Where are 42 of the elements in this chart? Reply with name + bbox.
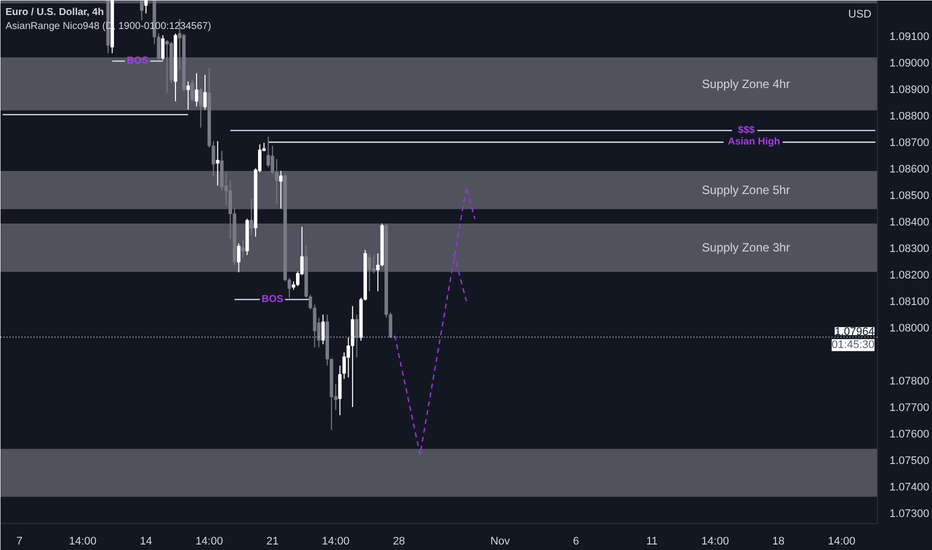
band-label: Supply Zone 4hr <box>702 76 790 91</box>
y-tick-label: 1.08600 <box>890 164 930 176</box>
y-tick-label: 1.08800 <box>890 110 930 123</box>
x-tick-label: 14:00 <box>828 536 856 548</box>
band-label: Supply Zone 3hr <box>702 240 790 255</box>
x-tick-label: 28 <box>392 536 406 548</box>
y-tick-label: 1.07800 <box>890 376 930 388</box>
annotation: 01:45:30 <box>832 339 875 352</box>
x-tick-label: 14:00 <box>322 536 350 548</box>
series-label: BOS <box>126 56 149 67</box>
text: Euro / U.S. Dollar, 4h <box>6 7 104 18</box>
text: AsianRange Nico948 (D, 1900-0100:1234567) <box>6 21 212 32</box>
y-tick-label: 1.07300 <box>890 508 930 520</box>
x-tick-label: 6 <box>572 536 580 548</box>
y-tick-label: 1.08300 <box>890 243 930 256</box>
x-tick-label: 7 <box>16 536 23 548</box>
y-tick-label: 1.07600 <box>890 428 930 440</box>
y-tick-label: 1.08100 <box>890 296 930 308</box>
series-label: BOS <box>262 294 284 305</box>
y-axis-title: USD <box>848 8 872 20</box>
y-tick-label: 1.08400 <box>890 216 930 229</box>
y-tick-label: 1.09000 <box>890 58 930 70</box>
y-tick-label: 1.09100 <box>890 31 930 44</box>
x-tick-label: 14:00 <box>195 536 223 548</box>
y-tick-label: 1.08200 <box>890 270 930 282</box>
series-label: $$$ <box>738 125 756 136</box>
x-tick-label: 18 <box>772 536 785 548</box>
y-tick-label: 1.07500 <box>890 454 930 467</box>
x-tick-label: 11 <box>646 536 658 548</box>
x-tick-label: 14:00 <box>68 536 96 548</box>
series-label: Asian High <box>728 136 780 148</box>
y-tick-label: 1.07700 <box>890 402 930 414</box>
x-tick-label: 14:00 <box>701 536 729 548</box>
band-label: Supply Zone 5hr <box>702 183 790 198</box>
x-tick-label: 21 <box>266 536 279 548</box>
y-tick-label: 1.07400 <box>890 481 930 494</box>
y-tick-label: 1.08500 <box>890 190 930 202</box>
x-tick-label: 14 <box>140 536 152 548</box>
y-tick-label: 1.08000 <box>890 322 930 335</box>
x-tick-label: Nov <box>490 536 510 548</box>
y-tick-label: 1.08900 <box>890 84 930 96</box>
y-tick-label: 1.08700 <box>890 137 930 150</box>
